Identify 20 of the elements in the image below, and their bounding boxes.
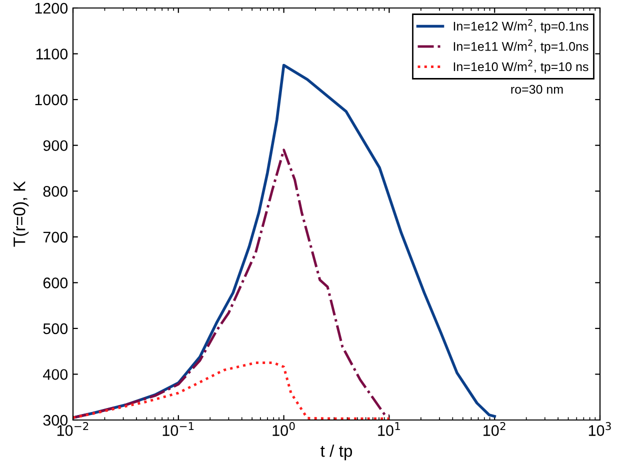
x-tick-label: 10$^{1}$ [378, 422, 400, 436]
y-tick-label: 1200 [35, 2, 68, 14]
legend-label: In=1e10 W/m$^{2}$, tp=10 ns [454, 60, 588, 74]
y-tick-label: 900 [43, 140, 68, 152]
y-axis-title: T(r=0), K [13, 181, 29, 247]
y-tick-label: 1100 [36, 48, 68, 60]
y-tick-label: 800 [43, 186, 68, 197]
y-tick-label: 600 [43, 278, 68, 288]
x-tick-label: 10$^{3}$ [588, 422, 611, 436]
x-tick-label: 10$^{0}$ [272, 422, 295, 436]
y-tick-label: 400 [43, 369, 68, 380]
legend-label: In=1e12 W/m$^{2}$, tp=0.1ns [454, 19, 588, 34]
y-tick-label: 1000 [35, 94, 68, 106]
x-tick-label: 10$^{2}$ [484, 422, 506, 436]
y-tick-label: 700 [43, 232, 68, 243]
x-tick-label: 10$^{−1}$ [162, 422, 194, 436]
legend-label: In=1e11 W/m$^{2}$, tp=1.0ns [454, 40, 588, 54]
x-axis-title: t / tp [320, 444, 352, 460]
annotation: ro=30 nm [511, 84, 563, 94]
y-tick-label: 500 [43, 323, 68, 334]
